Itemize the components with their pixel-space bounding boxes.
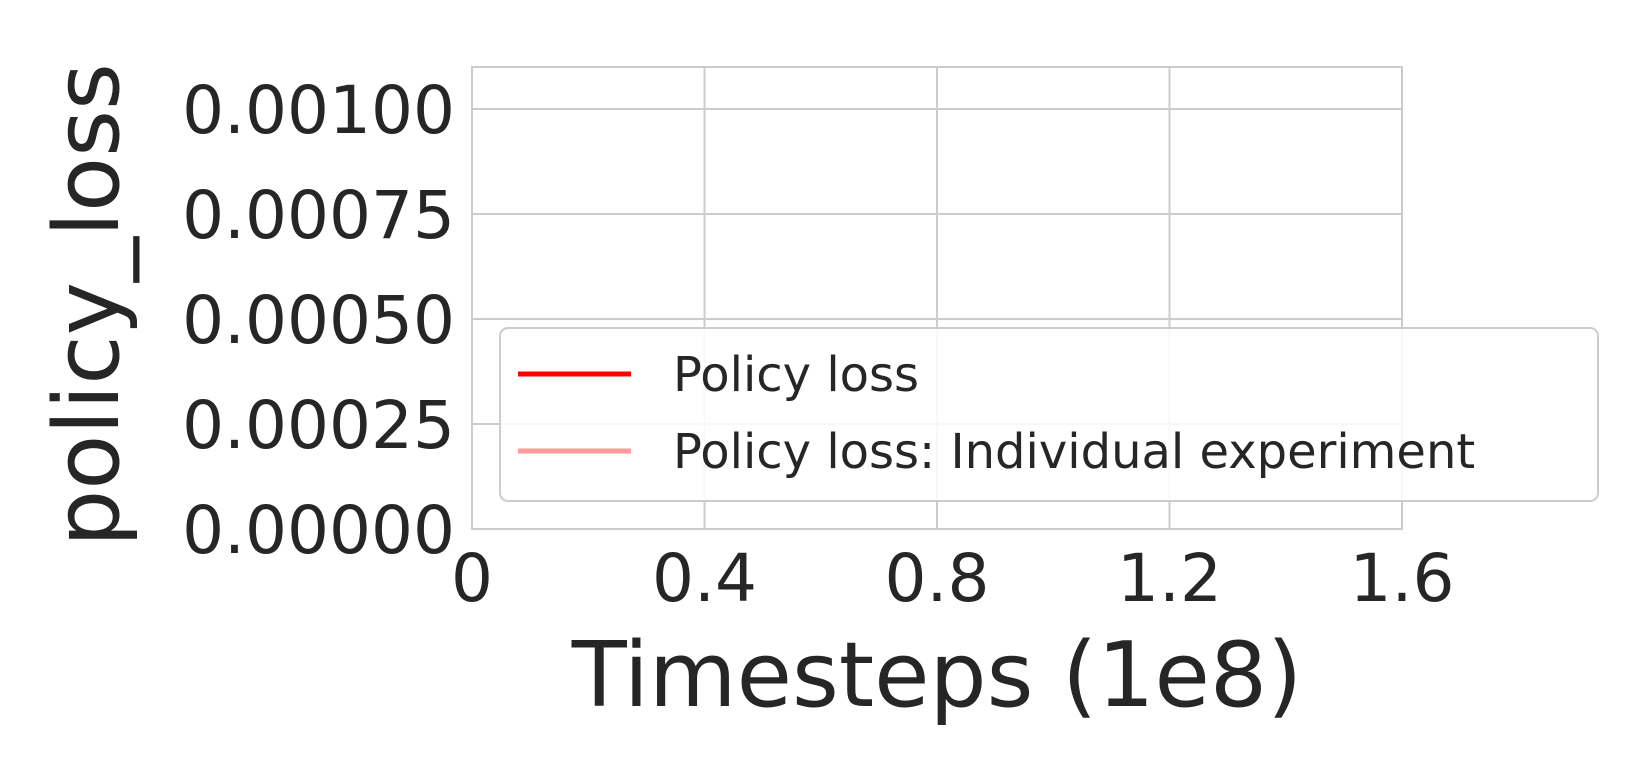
legend-box <box>499 327 1599 502</box>
y-tick-label: 0.00000 <box>182 492 455 569</box>
legend: Policy loss Policy loss: Individual expe… <box>499 327 1599 502</box>
x-tick-label: 1.6 <box>1350 540 1455 617</box>
x-tick-labels: 0 0.4 0.8 1.2 1.6 <box>451 540 1454 617</box>
y-axis-title: policy_loss <box>35 63 140 547</box>
x-axis-title: Timesteps (1e8) <box>571 623 1303 728</box>
y-tick-labels: 0.00000 0.00025 0.00050 0.00075 0.00100 <box>182 72 455 569</box>
x-tick-label: 0 <box>451 540 493 617</box>
y-tick-label: 0.00050 <box>182 282 455 359</box>
plot-frame <box>471 66 1403 530</box>
legend-label-policy-loss: Policy loss <box>673 347 919 403</box>
x-tick-label: 0.8 <box>885 540 990 617</box>
y-tick-label: 0.00075 <box>182 177 455 254</box>
x-tick-label: 0.4 <box>652 540 757 617</box>
x-tick-label: 1.2 <box>1117 540 1222 617</box>
y-tick-label: 0.00100 <box>182 72 455 149</box>
legend-label-individual-experiment: Policy loss: Individual experiment <box>673 424 1475 480</box>
y-tick-label: 0.00025 <box>182 387 455 464</box>
